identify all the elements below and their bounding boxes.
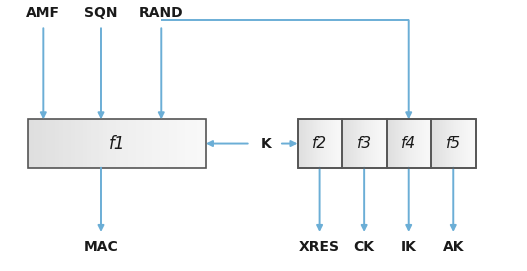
Text: IK: IK (401, 240, 417, 254)
Text: RAND: RAND (139, 6, 183, 20)
Text: f1: f1 (109, 134, 125, 153)
Bar (298, 120, 476, 168)
Text: K: K (261, 137, 271, 151)
Text: AK: AK (443, 240, 464, 254)
Text: XRES: XRES (299, 240, 340, 254)
Text: f4: f4 (401, 136, 416, 151)
Text: AMF: AMF (26, 6, 60, 20)
Bar (27, 120, 206, 168)
Text: SQN: SQN (84, 6, 118, 20)
Bar (431, 120, 476, 168)
Text: f3: f3 (357, 136, 372, 151)
Text: MAC: MAC (84, 240, 119, 254)
Bar (342, 120, 387, 168)
Bar (387, 120, 431, 168)
Bar (298, 120, 342, 168)
Text: f5: f5 (446, 136, 461, 151)
Text: f2: f2 (312, 136, 327, 151)
Text: CK: CK (354, 240, 375, 254)
